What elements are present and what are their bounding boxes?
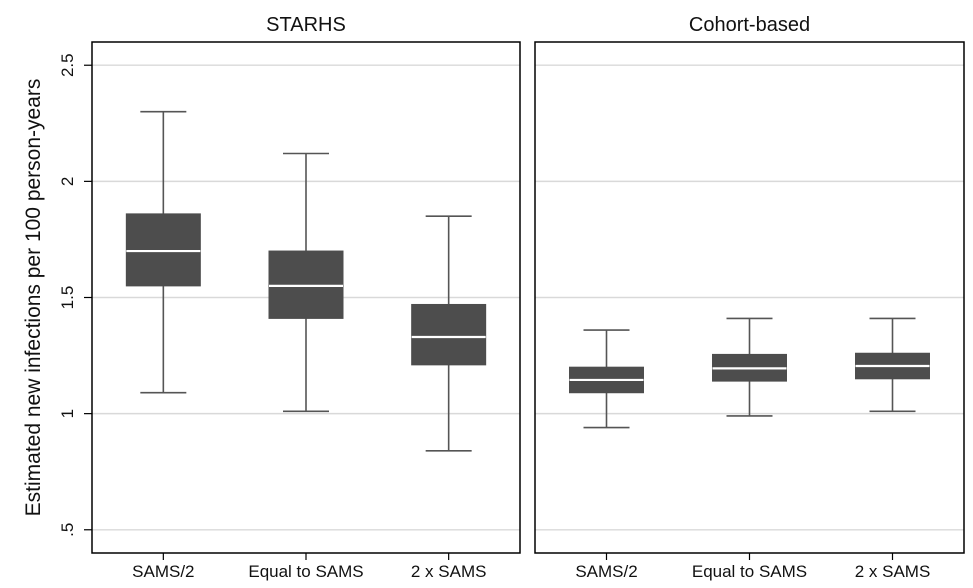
y-tick-label: 2 <box>58 177 77 186</box>
panel-frame <box>534 41 965 554</box>
box <box>125 213 201 287</box>
y-tick-label: 2.5 <box>58 53 77 77</box>
x-tick-label: SAMS/2 <box>132 562 194 581</box>
panel-frame <box>91 41 521 554</box>
y-tick-label: 1 <box>58 409 77 418</box>
x-tick-label: SAMS/2 <box>575 562 637 581</box>
x-tick-label: Equal to SAMS <box>692 562 807 581</box>
y-tick-label: 1.5 <box>58 286 77 310</box>
x-tick-label: Equal to SAMS <box>248 562 363 581</box>
y-axis-label: Estimated new infections per 100 person-… <box>22 79 45 517</box>
x-tick-label: 2 x SAMS <box>411 562 487 581</box>
box <box>268 250 344 319</box>
y-tick-label: .5 <box>58 523 77 537</box>
box <box>411 303 487 366</box>
panel-title: STARHS <box>266 14 346 36</box>
x-tick-label: 2 x SAMS <box>855 562 931 581</box>
panel-title: Cohort-based <box>689 14 810 36</box>
